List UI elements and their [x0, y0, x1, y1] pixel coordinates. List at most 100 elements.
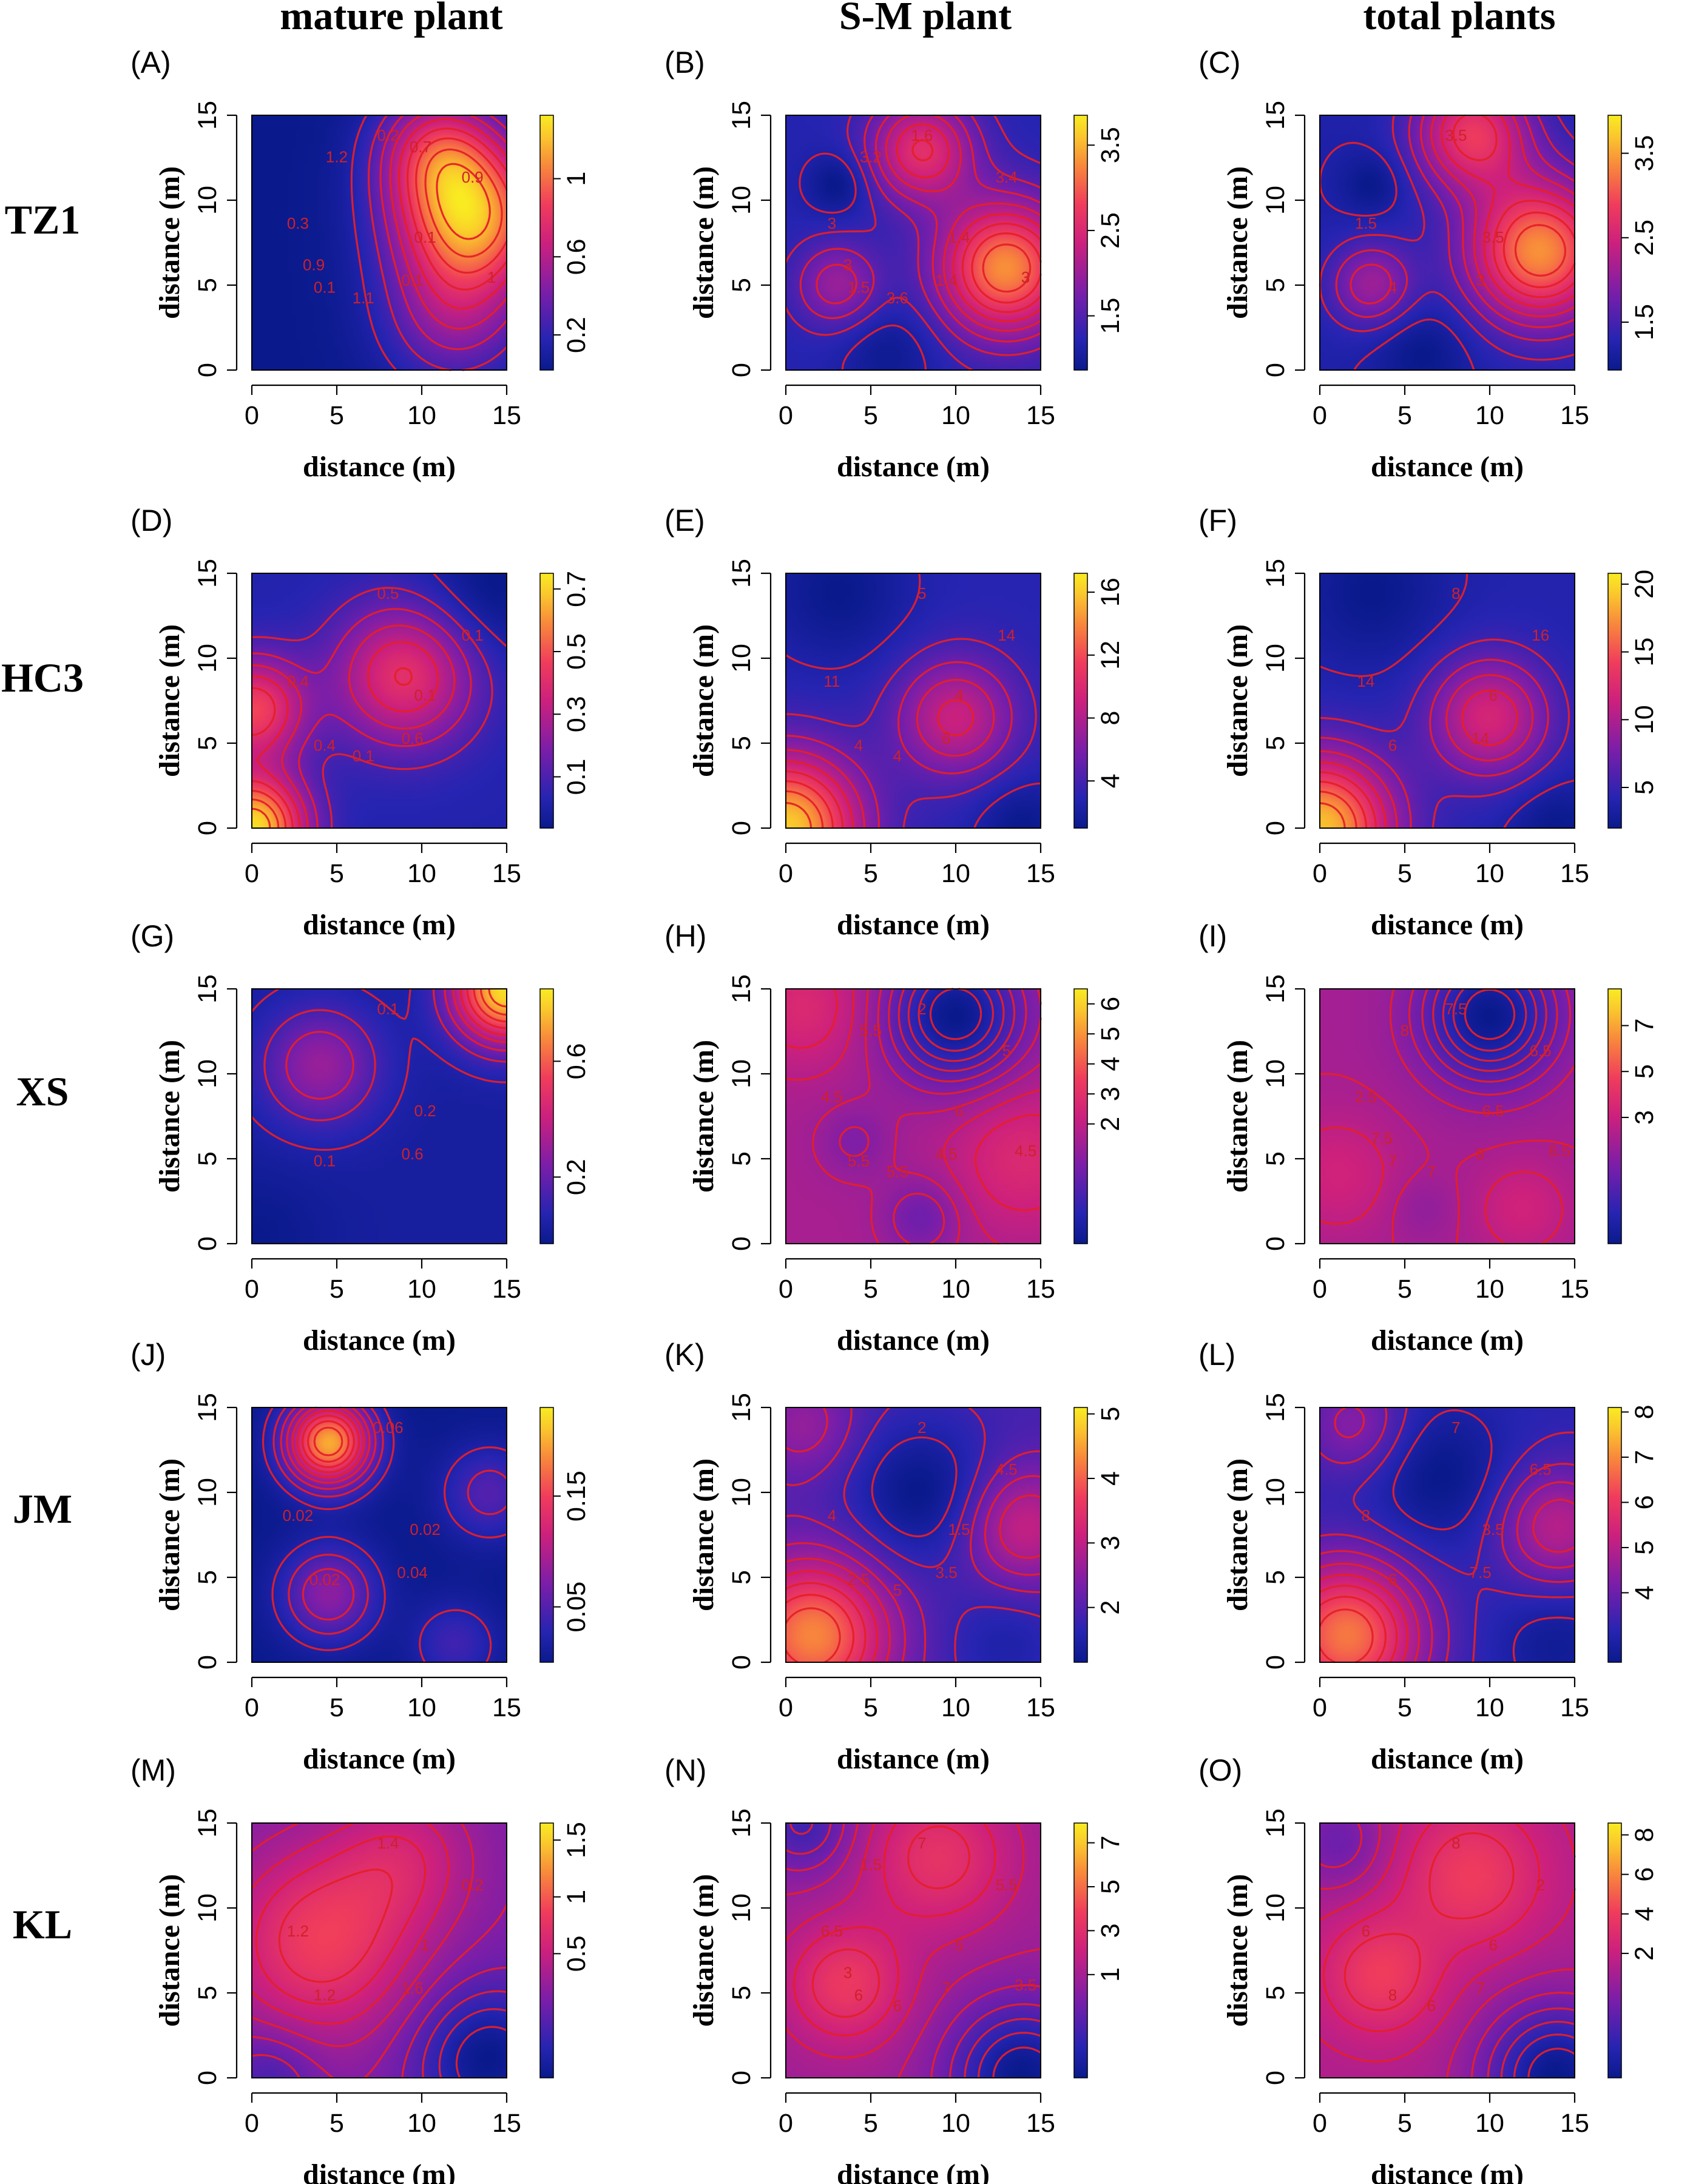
y-tick-label-e-0: 0	[727, 821, 756, 835]
contour-label-a-4: 0.3	[287, 214, 309, 232]
contour-label-i-1: 7	[1388, 1152, 1397, 1170]
contour-label-d-1: 0.4	[314, 736, 336, 755]
colorbar-c	[1607, 115, 1622, 371]
y-tick-label-n-1: 5	[727, 1986, 756, 2000]
contour-m-1	[438, 2008, 507, 2078]
panel-j: 0.02 0.02 0.06 0.04 0.02 (J) 0 5 10 15 distance (m…	[130, 1338, 591, 1775]
colorbar-tick-label-g-0: 0.2	[562, 1159, 591, 1195]
contour-c-1	[1319, 114, 1576, 361]
y-axis-label-h: distance (m)	[688, 1040, 720, 1193]
contour-label-j-4: 0.02	[283, 1506, 314, 1525]
panel-k: 1.5 2.5 2 3.5 4 4.5 5 (K) 0 5 10 15 distance (m) 0 5 10…	[664, 1338, 1125, 1775]
contour-c-6	[1452, 114, 1576, 298]
contour-h-3	[897, 988, 1016, 1072]
y-tick-label-g-1: 5	[193, 1151, 222, 1166]
x-axis-label-m: distance (m)	[303, 2159, 456, 2184]
colorbar-tick-label-f-2: 15	[1630, 638, 1659, 667]
y-tick-label-j-1: 5	[193, 1570, 222, 1585]
y-tick-label-b-2: 10	[727, 186, 756, 215]
colorbar-tick-label-d-1: 0.3	[562, 696, 591, 732]
y-tick-label-m-2: 10	[193, 1893, 222, 1923]
y-tick-label-f-0: 0	[1261, 821, 1290, 835]
row-label-hc3: HC3	[1, 655, 84, 701]
contour-b-4	[885, 114, 1041, 332]
y-tick-label-g-2: 10	[193, 1059, 222, 1088]
y-tick-label-c-3: 15	[1261, 101, 1290, 130]
contour-l-2	[1319, 1407, 1575, 1663]
heatmap-e	[786, 573, 1041, 828]
heatmap-j	[252, 1407, 507, 1662]
x-axis-label-j: distance (m)	[303, 1743, 456, 1775]
contour-m-7	[255, 1835, 427, 2005]
y-tick-label-l-3: 15	[1261, 1393, 1290, 1422]
y-tick-label-c-0: 0	[1261, 363, 1290, 377]
contour-o-1	[1513, 2034, 1575, 2078]
y-tick-label-h-1: 5	[727, 1151, 756, 1166]
contour-label-i-9: 7.5	[1371, 1130, 1393, 1148]
contour-label-h-4: 4.5	[821, 1088, 843, 1106]
contour-j-6	[301, 1414, 356, 1469]
x-tick-label-o-2: 10	[1475, 2109, 1504, 2138]
contour-m-2	[422, 1990, 507, 2078]
contour-m-8	[278, 1869, 393, 1983]
y-axis-label-i: distance (m)	[1222, 1040, 1254, 1193]
x-tick-label-j-3: 15	[492, 1693, 521, 1722]
heatmap-a	[252, 115, 507, 370]
x-tick-label-f-3: 15	[1560, 859, 1589, 888]
contour-label-a-10: 0.7	[410, 138, 431, 156]
contour-g-8	[488, 988, 507, 1008]
contour-label-o-0: 6	[1489, 1936, 1497, 1954]
y-axis-label-g: distance (m)	[154, 1040, 186, 1193]
colorbar-tick-label-m-0: 0.5	[562, 1935, 591, 1972]
contour-i-5	[1408, 988, 1572, 1096]
contour-label-i-8: 6.5	[1549, 1142, 1570, 1160]
colorbar-i	[1607, 988, 1622, 1244]
contour-k-4	[785, 1494, 1041, 1663]
panel-label-j: (J)	[130, 1338, 166, 1372]
colorbar-tick-label-f-3: 20	[1630, 570, 1659, 599]
y-tick-label-h-3: 15	[727, 974, 756, 1003]
x-tick-label-d-2: 10	[407, 859, 436, 888]
contour-l-7	[1319, 1596, 1387, 1663]
x-tick-label-h-0: 0	[779, 1275, 793, 1304]
y-tick-label-g-3: 15	[193, 974, 222, 1003]
plot-frame-m	[251, 1822, 507, 2078]
y-axis-label-d: distance (m)	[154, 624, 186, 777]
contour-label-a-7: 1.2	[326, 147, 348, 166]
y-tick-label-m-3: 15	[193, 1808, 222, 1838]
plot-frame-g	[251, 988, 507, 1244]
panel-d: 0.1 0.4 0.5 0.6 0.4 0.1 0.1 (D) 0 5 10 15 distance (…	[130, 504, 591, 941]
y-tick-label-l-1: 5	[1261, 1570, 1290, 1585]
x-tick-label-l-0: 0	[1313, 1693, 1327, 1722]
contour-g-1	[263, 988, 507, 1122]
x-tick-label-g-2: 10	[407, 1275, 436, 1304]
panel-o: 6 8 8 7 6 2 6 (O) 0 5 10 15 distance (m) 0 5 10 15 distan…	[1198, 1753, 1659, 2184]
panel-a: 0.10.10.20.10.30.91.11.210.90.7(A)051015…	[130, 46, 591, 483]
x-tick-label-l-1: 5	[1397, 1693, 1412, 1722]
contour-m-5	[251, 1822, 475, 2048]
contour-label-m-4: 1.2	[287, 1922, 309, 1940]
contour-b-2	[799, 115, 1041, 356]
y-tick-label-o-1: 5	[1261, 1986, 1290, 2000]
contour-label-k-4: 4	[828, 1506, 836, 1525]
contour-label-f-4: 14	[1357, 672, 1374, 690]
plot-frame-j	[251, 1407, 507, 1663]
contour-a-5	[407, 127, 508, 291]
colorbar-tick-label-a-0: 0.2	[562, 317, 591, 353]
contour-label-l-1: 6	[1388, 1571, 1397, 1589]
contour-label-i-0: 6.5	[1482, 1102, 1504, 1120]
contour-label-b-7: 3.2	[860, 147, 882, 166]
contour-label-g-2: 0.1	[377, 1000, 399, 1018]
x-tick-label-g-0: 0	[245, 1275, 259, 1304]
contour-e-1	[785, 638, 1037, 829]
contour-label-i-6: 7	[1427, 1162, 1436, 1181]
x-axis-label-i: distance (m)	[1371, 1324, 1524, 1357]
plot-frame-d	[251, 573, 507, 829]
x-tick-label-n-1: 5	[863, 2109, 878, 2138]
x-axis-label-g: distance (m)	[303, 1324, 456, 1357]
colorbar-tick-label-n-1: 3	[1096, 1923, 1125, 1938]
contour-label-a-1: 0.1	[314, 278, 336, 297]
contour-d-5	[251, 667, 413, 829]
colorbar-tick-label-e-0: 4	[1096, 774, 1125, 788]
